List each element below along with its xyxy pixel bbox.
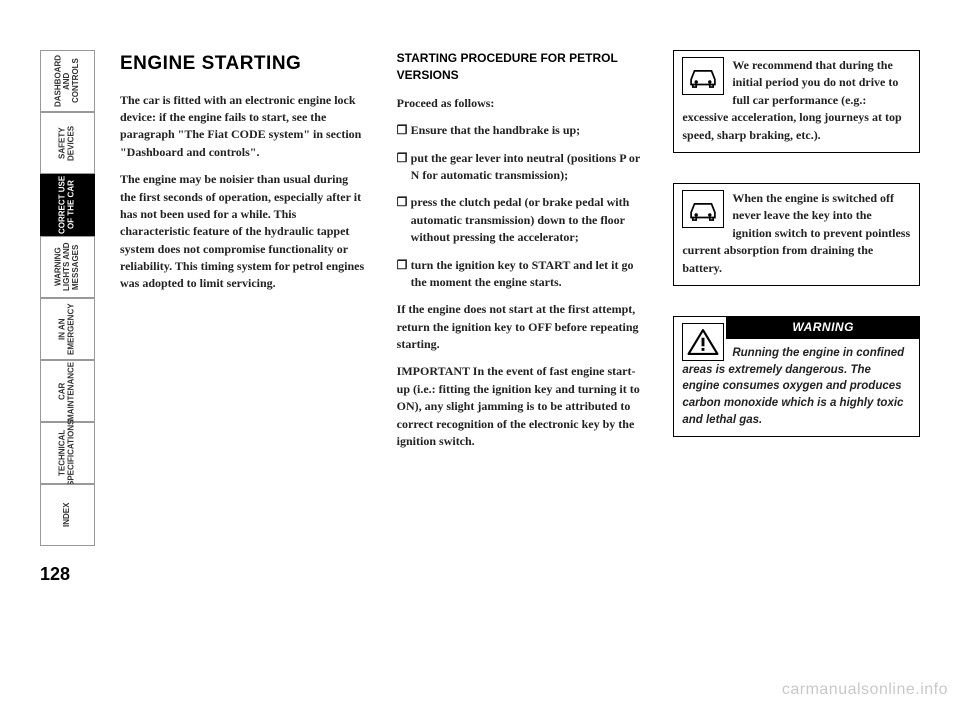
info-callout: When the engine is switched off never le… (673, 183, 920, 286)
car-icon (682, 190, 724, 228)
section-heading: ENGINE STARTING (120, 50, 367, 78)
tab-dashboard[interactable]: DASHBOARD AND CONTROLS (40, 50, 95, 112)
list-text: Ensure that the handbrake is up; (411, 122, 644, 139)
list-item: ❒ press the clutch pedal (or brake pedal… (397, 194, 644, 246)
manual-page: DASHBOARD AND CONTROLS SAFETY DEVICES CO… (40, 50, 920, 670)
warning-callout: WARNING Running the engine in confined a… (673, 316, 920, 437)
list-item: ❒ turn the ignition key to START and let… (397, 257, 644, 292)
column-2: STARTING PROCEDURE FOR PETROL VERSIONS P… (397, 50, 644, 670)
warning-label: WARNING (726, 316, 920, 339)
tab-maintenance[interactable]: CAR MAINTENANCE (40, 360, 95, 422)
bullet-marker: ❒ (397, 122, 411, 139)
info-callout: We recommend that during the initial per… (673, 50, 920, 153)
paragraph: The engine may be noisier than usual dur… (120, 171, 367, 293)
column-3: We recommend that during the initial per… (673, 50, 920, 670)
tab-warning-lights[interactable]: WARNING LIGHTS AND MESSAGES (40, 236, 95, 298)
paragraph: Proceed as follows: (397, 95, 644, 112)
list-text: put the gear lever into neutral (positio… (411, 150, 644, 185)
tab-index[interactable]: INDEX (40, 484, 95, 546)
page-content: ENGINE STARTING The car is fitted with a… (120, 50, 920, 670)
paragraph: The car is fitted with an electronic eng… (120, 92, 367, 162)
tab-correct-use[interactable]: CORRECT USE OF THE CAR (40, 174, 95, 236)
bullet-marker: ❒ (397, 150, 411, 185)
tab-tech-specs[interactable]: TECHNICAL SPECIFICATIONS (40, 422, 95, 484)
warning-triangle-icon (682, 323, 724, 361)
bullet-marker: ❒ (397, 257, 411, 292)
column-1: ENGINE STARTING The car is fitted with a… (120, 50, 367, 670)
tab-safety[interactable]: SAFETY DEVICES (40, 112, 95, 174)
list-text: turn the ignition key to START and let i… (411, 257, 644, 292)
section-tabs-sidebar: DASHBOARD AND CONTROLS SAFETY DEVICES CO… (40, 50, 95, 670)
bullet-marker: ❒ (397, 194, 411, 246)
page-number: 128 (40, 564, 95, 585)
paragraph: If the engine does not start at the firs… (397, 301, 644, 353)
watermark: carmanualsonline.info (782, 681, 948, 699)
subsection-heading: STARTING PROCEDURE FOR PETROL VERSIONS (397, 50, 644, 85)
tab-emergency[interactable]: IN AN EMERGENCY (40, 298, 95, 360)
list-item: ❒ put the gear lever into neutral (posit… (397, 150, 644, 185)
list-text: press the clutch pedal (or brake pedal w… (411, 194, 644, 246)
paragraph: IMPORTANT In the event of fast engine st… (397, 363, 644, 450)
list-item: ❒ Ensure that the handbrake is up; (397, 122, 644, 139)
car-icon (682, 57, 724, 95)
